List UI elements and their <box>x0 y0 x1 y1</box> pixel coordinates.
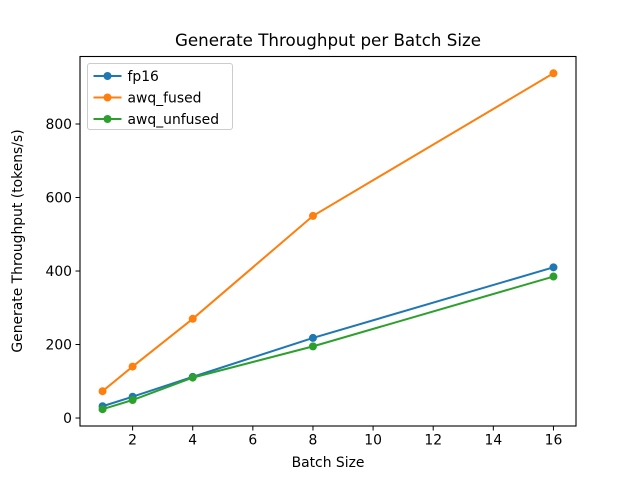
series-point-awq_unfused <box>188 373 197 382</box>
x-tick-label: 12 <box>424 433 442 449</box>
legend-marker-awq_unfused <box>103 115 112 123</box>
chart-title: Generate Throughput per Batch Size <box>175 30 481 50</box>
x-tick-label: 10 <box>364 433 382 449</box>
legend-label-awq_fused: awq_fused <box>128 91 202 107</box>
legend-label-fp16: fp16 <box>128 69 159 85</box>
x-tick-label: 14 <box>484 433 502 449</box>
series-point-fp16 <box>549 263 558 272</box>
series-point-awq_unfused <box>308 342 317 351</box>
series-point-awq_unfused <box>549 272 558 281</box>
y-tick-label: 800 <box>45 117 72 133</box>
series-point-awq_fused <box>98 387 107 396</box>
y-tick-label: 400 <box>45 264 72 280</box>
legend-marker-fp16 <box>103 72 112 80</box>
x-tick-label: 16 <box>545 433 563 449</box>
series-point-awq_unfused <box>128 396 137 405</box>
y-tick-label: 0 <box>63 411 72 427</box>
series-point-awq_unfused <box>98 405 107 414</box>
x-tick-label: 6 <box>248 433 257 449</box>
axes-spines <box>79 55 577 427</box>
series-point-fp16 <box>308 333 317 342</box>
legend-box <box>87 63 233 130</box>
x-tick-label: 2 <box>128 433 137 449</box>
x-axis-label: Batch Size <box>292 455 365 471</box>
series-point-awq_fused <box>128 362 137 371</box>
series-point-awq_fused <box>308 211 317 220</box>
y-tick-label: 600 <box>45 191 72 207</box>
x-tick-label: 4 <box>188 433 197 449</box>
series-point-awq_fused <box>188 314 197 323</box>
y-tick-label: 200 <box>45 338 72 354</box>
plot-layer: 2 4 6 8 10 12 14 16 0 200 400 600 800 fp16 awq_fusedaw… <box>45 55 577 449</box>
y-axis-label: Generate Throughput (tokens/s) <box>10 129 26 352</box>
series-line-awq_unfused <box>101 275 555 411</box>
series-point-awq_fused <box>549 69 558 78</box>
legend-label-awq_unfused: awq_unfused <box>128 112 220 128</box>
x-tick-label: 8 <box>309 433 318 449</box>
legend-marker-awq_fused <box>103 93 112 102</box>
